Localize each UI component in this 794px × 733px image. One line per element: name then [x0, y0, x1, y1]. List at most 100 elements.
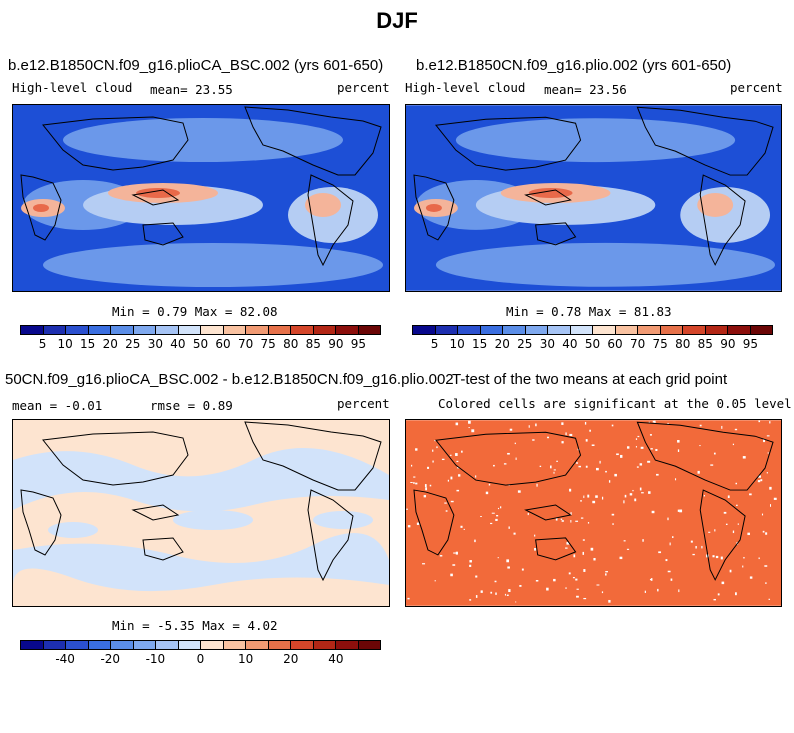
colorbar-segment — [525, 326, 548, 334]
insignificant-cell — [729, 569, 732, 573]
colorbar-tick-label: 50 — [192, 337, 209, 351]
panel2-mean: mean= 23.56 — [544, 82, 627, 97]
insignificant-cell — [644, 590, 646, 593]
insignificant-cell — [539, 465, 542, 468]
insignificant-cell — [624, 494, 627, 498]
panel3-colorbar-ticks: -40 -20 -10 0 10 20 40 — [20, 652, 381, 668]
insignificant-cell — [769, 421, 771, 424]
insignificant-cell — [648, 491, 651, 494]
insignificant-cell — [565, 432, 567, 436]
colorbar-segment — [358, 326, 380, 334]
insignificant-cell — [573, 554, 576, 558]
colorbar-segment — [43, 326, 66, 334]
insignificant-cell — [496, 514, 499, 517]
insignificant-cell — [506, 594, 509, 596]
insignificant-cell — [429, 484, 432, 487]
panel3-colorbar — [20, 640, 381, 650]
insignificant-cell — [758, 475, 761, 478]
insignificant-cell — [463, 528, 465, 530]
colorbar-segment — [660, 326, 683, 334]
insignificant-cell — [714, 529, 716, 532]
insignificant-cell — [589, 429, 591, 432]
colorbar-segment — [683, 326, 706, 334]
insignificant-cell — [595, 495, 598, 498]
panel2-colorbar-ticks: 5 10 15 20 25 30 40 50 60 70 75 80 85 90 95 — [412, 337, 773, 353]
colorbar-segment — [593, 326, 616, 334]
insignificant-cell — [605, 571, 608, 573]
colorbar-segment — [246, 641, 269, 649]
insignificant-cell — [601, 591, 604, 594]
colorbar-segment — [178, 326, 201, 334]
panel3-rmse: rmse = 0.89 — [150, 398, 233, 413]
colorbar-segment — [268, 326, 291, 334]
insignificant-cell — [504, 593, 506, 596]
insignificant-cell — [605, 470, 607, 473]
insignificant-cell — [599, 460, 601, 464]
insignificant-cell — [469, 564, 472, 567]
colorbar-tick-label: -40 — [55, 652, 75, 666]
colorbar-segment — [223, 641, 246, 649]
insignificant-cell — [692, 553, 695, 556]
colorbar-segment — [156, 326, 179, 334]
insignificant-cell — [679, 509, 683, 513]
insignificant-cell — [534, 534, 536, 537]
colorbar-segment — [43, 641, 66, 649]
insignificant-cell — [657, 588, 659, 592]
insignificant-cell — [715, 555, 719, 559]
insignificant-cell — [695, 546, 697, 549]
panel4-title: T-test of the two means at each grid poi… — [452, 371, 728, 388]
colorbar-tick-label: 80 — [675, 337, 691, 351]
panel4-map — [405, 419, 782, 607]
insignificant-cell — [583, 569, 586, 572]
insignificant-cell — [555, 517, 558, 521]
insignificant-cell — [665, 559, 668, 562]
insignificant-cell — [560, 518, 563, 520]
colorbar-segment — [88, 641, 111, 649]
insignificant-cell — [561, 520, 564, 522]
insignificant-cell — [608, 599, 611, 603]
colorbar-tick-label: 60 — [607, 337, 623, 351]
insignificant-cell — [480, 590, 483, 593]
insignificant-cell — [605, 573, 607, 576]
colorbar-segment — [413, 326, 436, 334]
colorbar-segment — [133, 326, 156, 334]
colorbar-segment — [21, 641, 44, 649]
colorbar-tick-label: 25 — [517, 337, 533, 351]
colorbar-segment — [66, 326, 89, 334]
insignificant-cell — [550, 465, 552, 469]
panel2-units: percent — [730, 80, 783, 95]
colorbar-segment — [358, 641, 380, 649]
colorbar-segment — [480, 326, 503, 334]
insignificant-cell — [447, 479, 449, 482]
panel1-colorbar — [20, 325, 381, 335]
colorbar-segment — [111, 326, 134, 334]
insignificant-cell — [425, 487, 428, 491]
insignificant-cell — [735, 482, 738, 485]
insignificant-cell — [566, 541, 570, 545]
insignificant-cell — [770, 504, 772, 507]
panel3-mean: mean = -0.01 — [12, 398, 103, 413]
insignificant-cell — [699, 445, 701, 447]
insignificant-cell — [593, 557, 596, 561]
insignificant-cell — [725, 523, 728, 525]
insignificant-cell — [536, 483, 538, 487]
insignificant-cell — [471, 429, 475, 433]
insignificant-cell — [569, 433, 573, 437]
insignificant-cell — [449, 454, 452, 456]
insignificant-cell — [572, 577, 575, 579]
colorbar-segment — [313, 326, 336, 334]
colorbar-tick-label: 95 — [350, 337, 367, 351]
insignificant-cell — [576, 588, 579, 590]
insignificant-cell — [427, 466, 430, 469]
insignificant-cell — [582, 551, 585, 555]
insignificant-cell — [632, 489, 634, 492]
insignificant-cell — [507, 452, 510, 455]
insignificant-cell — [601, 496, 604, 500]
insignificant-cell — [461, 450, 463, 453]
insignificant-cell — [575, 520, 579, 522]
insignificant-cell — [491, 512, 495, 514]
insignificant-cell — [734, 428, 738, 431]
insignificant-cell — [627, 446, 630, 449]
colorbar-tick-label: 70 — [237, 337, 254, 351]
insignificant-cell — [546, 587, 549, 591]
